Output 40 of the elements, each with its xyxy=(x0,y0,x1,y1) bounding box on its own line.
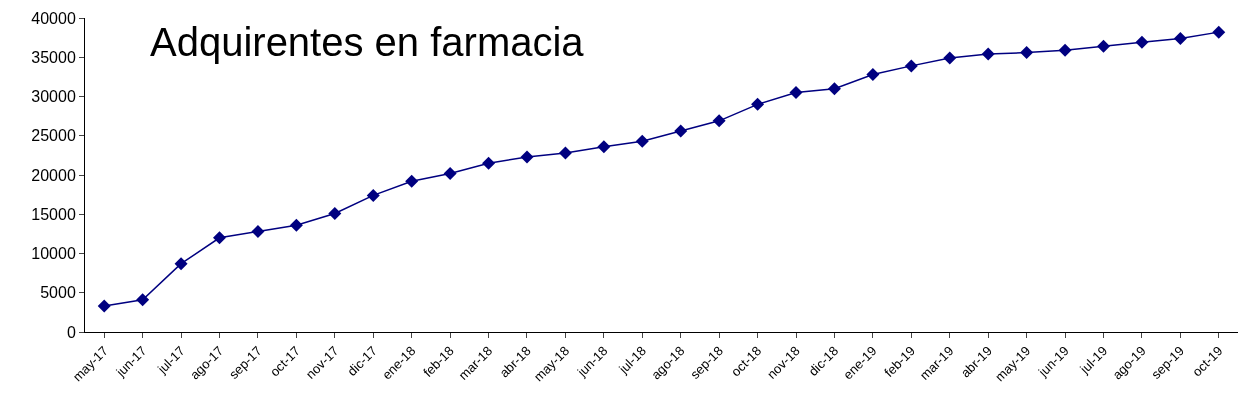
point xyxy=(1020,46,1034,60)
point xyxy=(789,86,803,100)
y-tick-label: 0 xyxy=(66,323,76,341)
point xyxy=(597,140,611,154)
point xyxy=(520,150,534,164)
point xyxy=(1173,31,1187,45)
point xyxy=(904,59,918,73)
point xyxy=(97,299,111,313)
point xyxy=(251,225,265,239)
point xyxy=(674,124,688,138)
point xyxy=(1135,35,1149,49)
point xyxy=(136,293,150,307)
point xyxy=(174,257,188,271)
y-tick-label: 20000 xyxy=(31,166,76,184)
point xyxy=(712,114,726,128)
y-tick-label: 5000 xyxy=(40,284,76,302)
y-tick-label: 10000 xyxy=(31,245,76,263)
y-tick-label: 30000 xyxy=(31,88,76,106)
point xyxy=(1212,25,1226,39)
y-tick-label: 35000 xyxy=(31,48,76,66)
point xyxy=(405,174,419,188)
point xyxy=(866,68,880,82)
point xyxy=(482,156,496,170)
point xyxy=(289,218,303,232)
y-tick-label: 15000 xyxy=(31,205,76,223)
point xyxy=(366,188,380,202)
y-tick-label: 40000 xyxy=(31,9,76,27)
point xyxy=(751,97,765,111)
point xyxy=(1096,39,1110,53)
point xyxy=(558,146,572,160)
point xyxy=(943,51,957,65)
point xyxy=(213,231,227,245)
y-tick-label: 25000 xyxy=(31,127,76,145)
chart-title: Adquirentes en farmacia xyxy=(150,20,585,64)
point xyxy=(328,206,342,220)
point xyxy=(1058,43,1072,57)
point xyxy=(635,134,649,148)
point xyxy=(827,82,841,96)
point xyxy=(443,166,457,180)
point xyxy=(981,47,995,61)
